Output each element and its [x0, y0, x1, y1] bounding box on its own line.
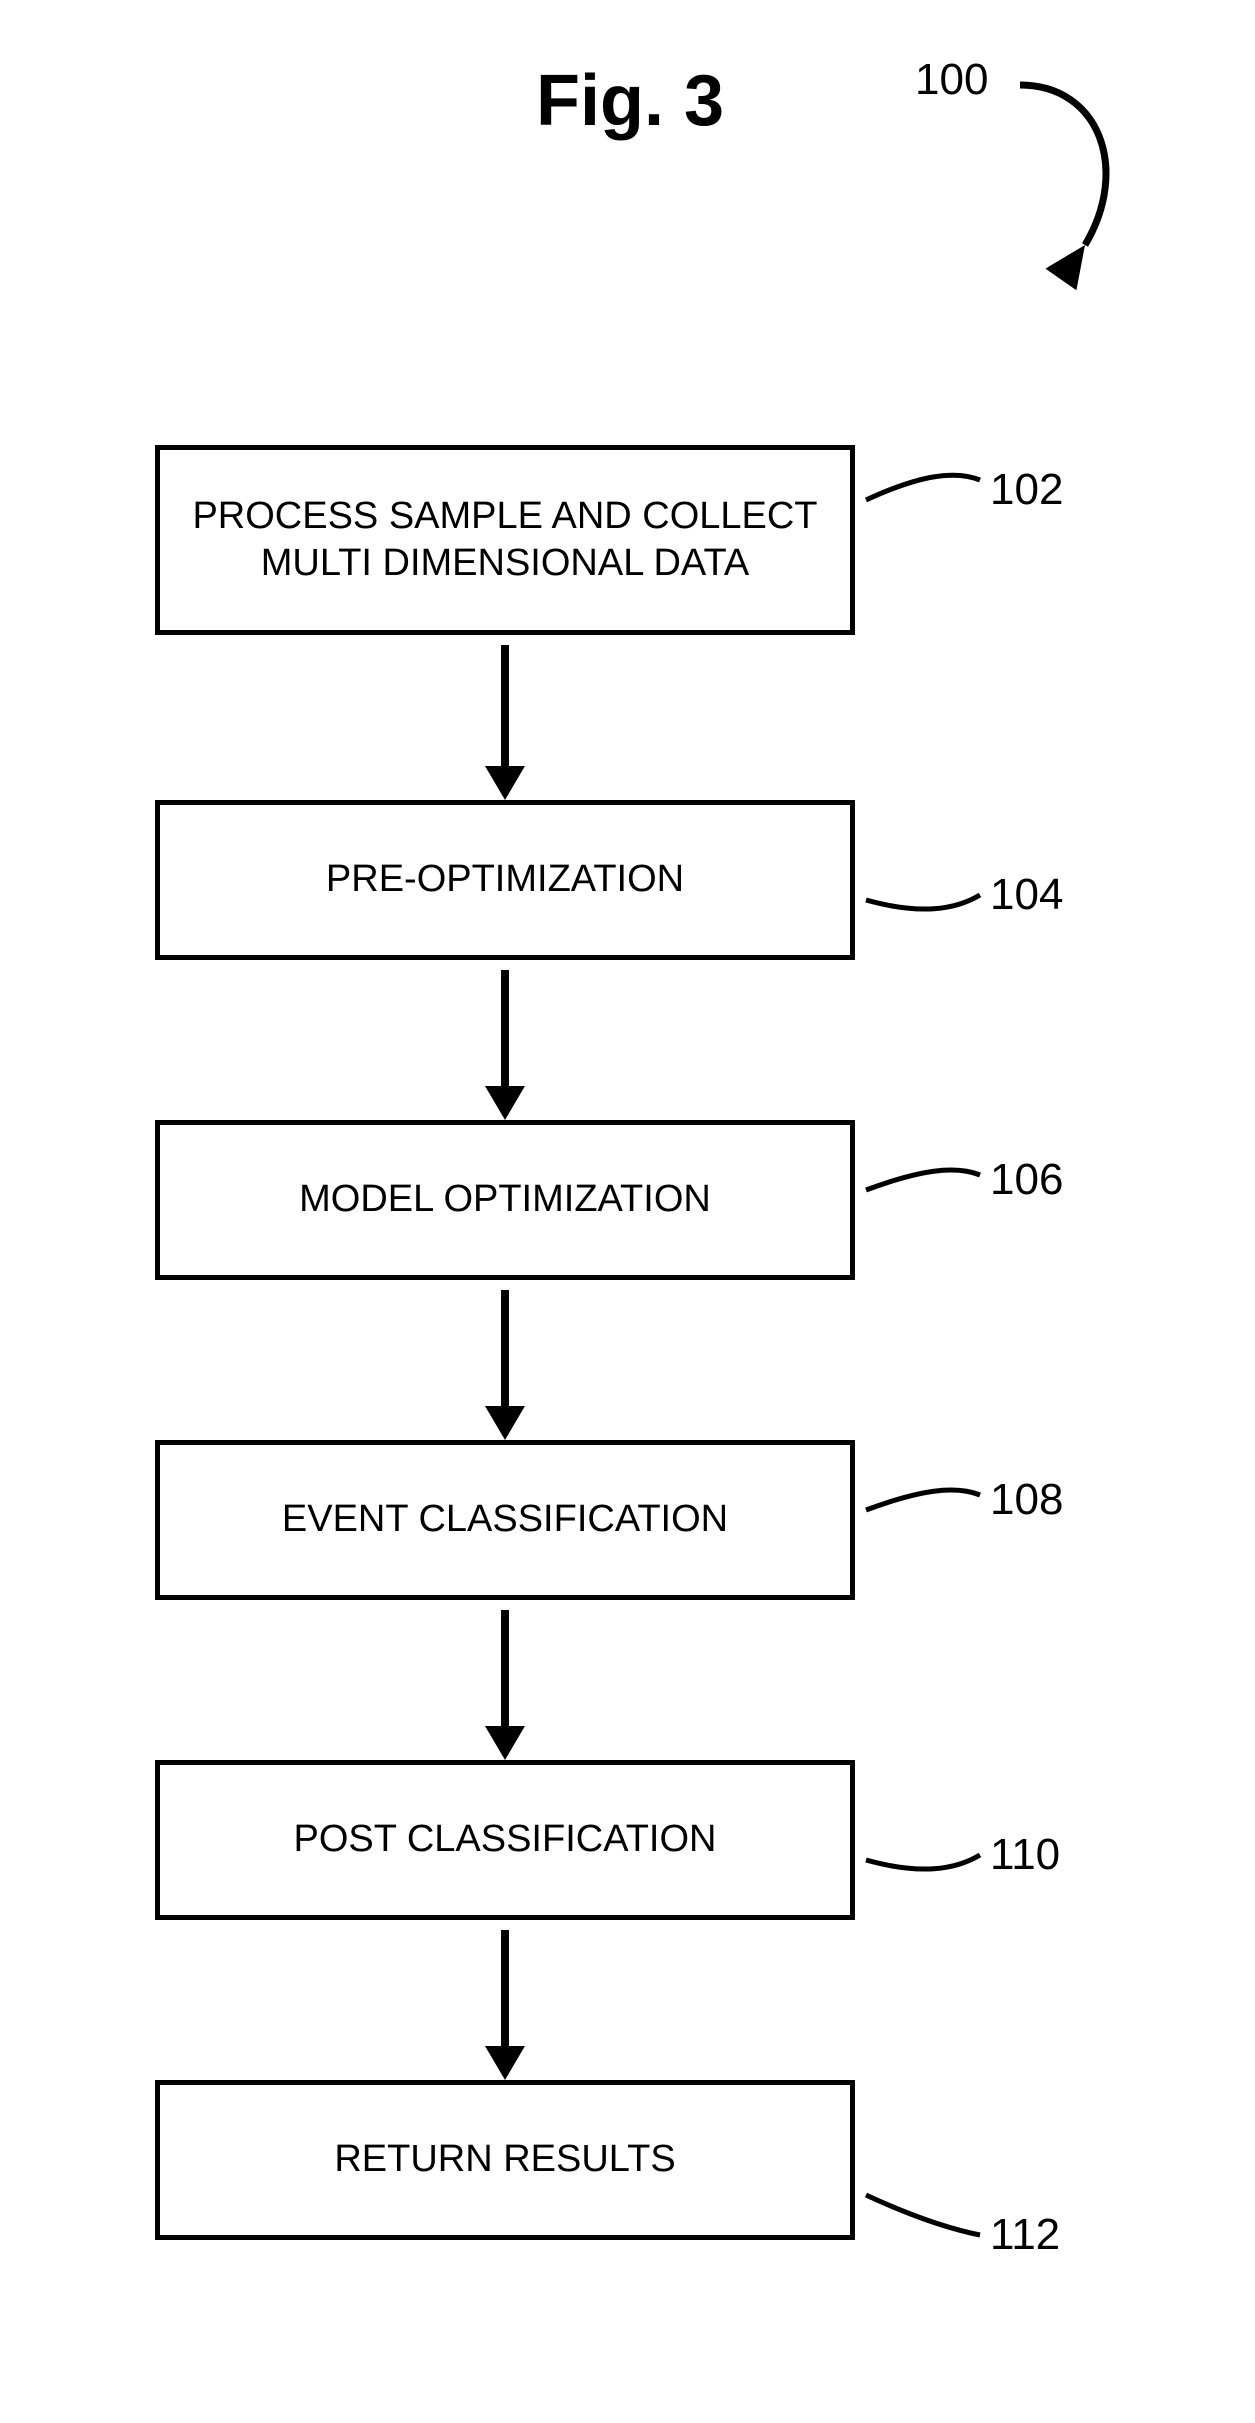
ref-connectors: [0, 0, 1255, 2423]
connector-112: [866, 2195, 980, 2235]
connector-102: [866, 475, 980, 500]
connector-108: [866, 1490, 980, 1510]
connector-110: [866, 1855, 980, 1869]
connector-104: [866, 895, 980, 909]
connector-106: [866, 1170, 980, 1190]
